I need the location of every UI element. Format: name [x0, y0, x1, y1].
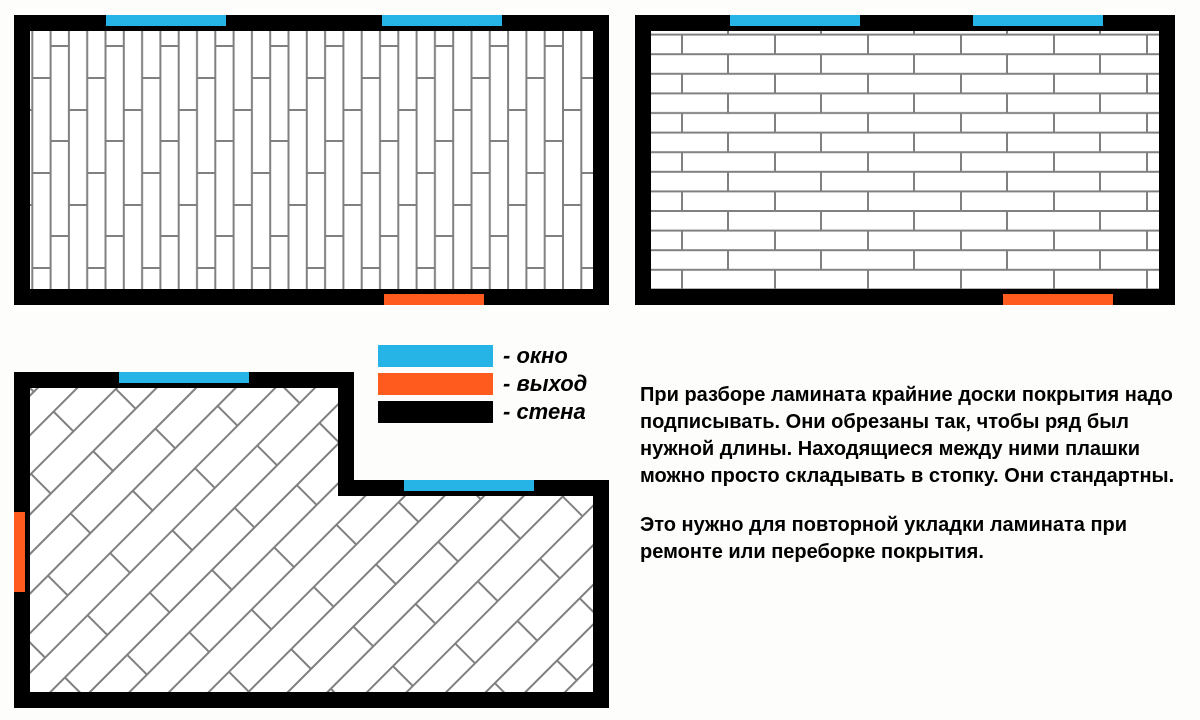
window-marker: [404, 480, 534, 491]
legend-label: - стена: [503, 399, 586, 425]
window-marker: [730, 15, 860, 26]
legend-swatch: [378, 373, 493, 395]
description-paragraph: Это нужно для повторной укладки ламината…: [640, 512, 1180, 566]
exit-marker: [14, 512, 25, 592]
description-text: При разборе ламината крайние доски покры…: [640, 382, 1180, 588]
description-paragraph: При разборе ламината крайние доски покры…: [640, 382, 1180, 490]
window-marker: [382, 15, 502, 26]
exit-marker: [1003, 294, 1113, 305]
legend-row: - выход: [378, 370, 587, 398]
window-marker: [106, 15, 226, 26]
room-vertical: [14, 15, 609, 305]
legend-label: - окно: [503, 343, 568, 369]
legend-row: - стена: [378, 398, 587, 426]
window-marker: [973, 15, 1103, 26]
window-marker: [119, 372, 249, 383]
legend-swatch: [378, 401, 493, 423]
room-horizontal: [635, 15, 1175, 305]
legend-label: - выход: [503, 371, 587, 397]
legend-row: - окно: [378, 342, 587, 370]
exit-marker: [384, 294, 484, 305]
legend: - окно- выход- стена: [378, 342, 587, 426]
legend-swatch: [378, 345, 493, 367]
